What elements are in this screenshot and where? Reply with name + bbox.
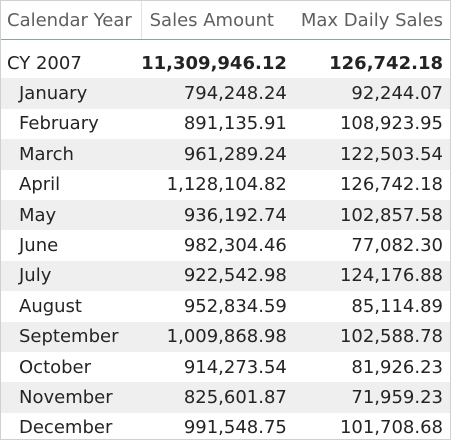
month-sales-amount: 825,601.87: [141, 382, 295, 412]
month-sales-amount: 952,834.59: [141, 291, 295, 321]
header-spacer: [1, 40, 450, 49]
year-total-row[interactable]: CY 2007 11,309,946.12 126,742.18: [1, 48, 450, 78]
month-label: September: [1, 322, 141, 352]
month-max-daily-sales: 122,503.54: [295, 139, 450, 169]
table-header: Calendar Year Sales Amount Max Daily Sal…: [1, 1, 450, 40]
month-label: March: [1, 139, 141, 169]
month-max-daily-sales: 126,742.18: [295, 170, 450, 200]
month-max-daily-sales: 85,114.89: [295, 291, 450, 321]
month-max-daily-sales: 102,588.78: [295, 322, 450, 352]
column-header-sales-amount[interactable]: Sales Amount: [141, 1, 295, 40]
month-label: May: [1, 200, 141, 230]
month-label: February: [1, 109, 141, 139]
month-label: June: [1, 230, 141, 260]
month-sales-amount: 1,009,868.98: [141, 322, 295, 352]
month-max-daily-sales: 101,708.68: [295, 413, 450, 443]
month-sales-amount: 991,548.75: [141, 413, 295, 443]
month-sales-amount: 891,135.91: [141, 109, 295, 139]
month-sales-amount: 961,289.24: [141, 139, 295, 169]
month-max-daily-sales: 71,959.23: [295, 382, 450, 412]
month-label: November: [1, 382, 141, 412]
month-max-daily-sales: 77,082.30: [295, 230, 450, 260]
month-sales-amount: 922,542.98: [141, 261, 295, 291]
year-max-daily-sales: 126,742.18: [295, 48, 450, 78]
month-sales-amount: 936,192.74: [141, 200, 295, 230]
month-label: December: [1, 413, 141, 443]
month-label: October: [1, 352, 141, 382]
column-header-calendar-year[interactable]: Calendar Year: [1, 1, 141, 40]
month-sales-amount: 1,128,104.82: [141, 170, 295, 200]
month-sales-amount: 794,248.24: [141, 78, 295, 108]
month-label: April: [1, 170, 141, 200]
year-label[interactable]: CY 2007: [1, 48, 141, 78]
month-label: July: [1, 261, 141, 291]
month-label: August: [1, 291, 141, 321]
month-label: January: [1, 78, 141, 108]
month-sales-amount: 982,304.46: [141, 230, 295, 260]
month-sales-amount: 914,273.54: [141, 352, 295, 382]
year-sales-amount: 11,309,946.12: [141, 48, 295, 78]
month-max-daily-sales: 81,926.23: [295, 352, 450, 382]
month-max-daily-sales: 102,857.58: [295, 200, 450, 230]
month-max-daily-sales: 92,244.07: [295, 78, 450, 108]
table-body: CY 2007 11,309,946.12 126,742.18 January…: [1, 40, 450, 443]
month-max-daily-sales: 108,923.95: [295, 109, 450, 139]
header-row: Calendar Year Sales Amount Max Daily Sal…: [1, 1, 450, 40]
month-max-daily-sales: 124,176.88: [295, 261, 450, 291]
column-header-max-daily-sales[interactable]: Max Daily Sales: [295, 1, 450, 40]
